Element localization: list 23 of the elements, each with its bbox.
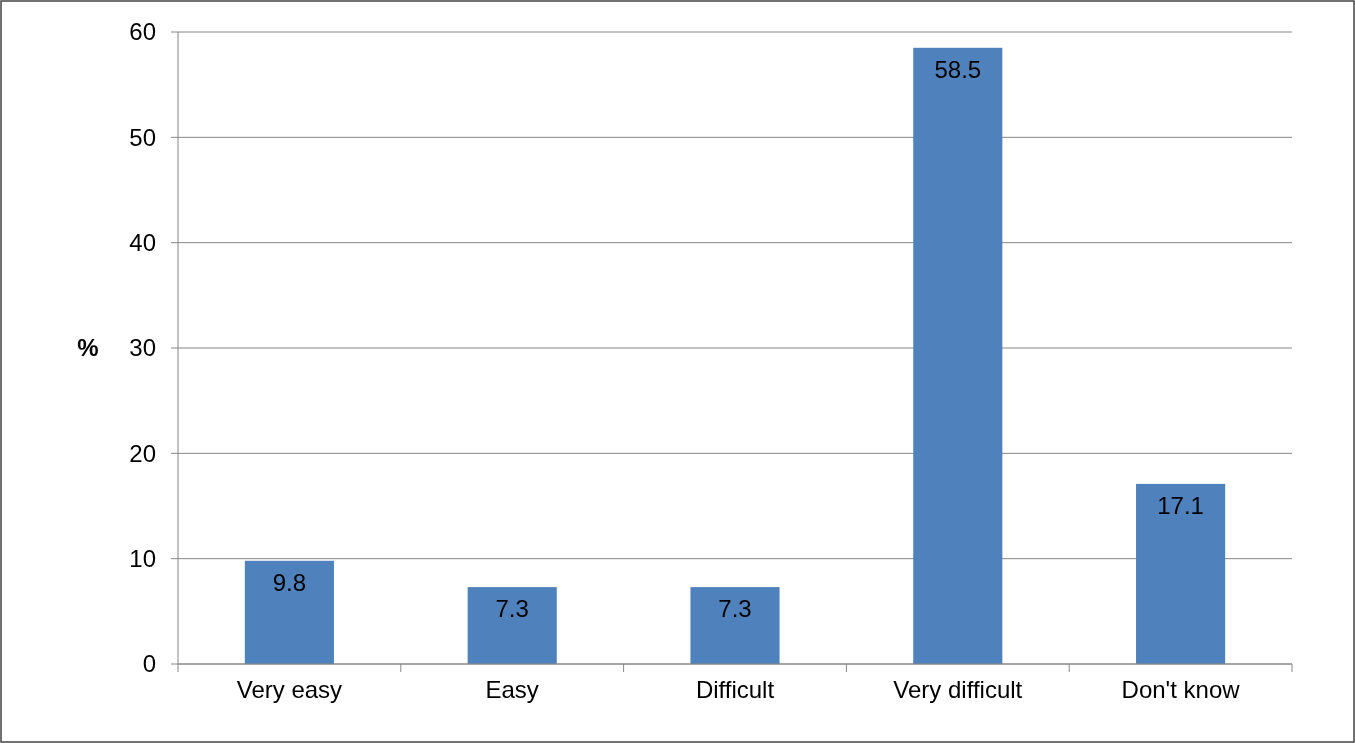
y-tick-label: 20 [129, 439, 156, 467]
bar [244, 560, 334, 664]
x-tick-label: Very easy [236, 676, 343, 703]
data-label: 58.5 [934, 55, 982, 83]
data-label: 17.1 [1157, 491, 1204, 519]
x-tick-label: Easy [485, 676, 539, 703]
data-label: 9.8 [272, 568, 307, 596]
y-tick-label: 10 [129, 545, 156, 573]
y-tick-label: 60 [129, 18, 156, 46]
y-axis-title: % [77, 334, 99, 361]
bar [690, 587, 780, 664]
y-tick-label: 50 [129, 123, 156, 151]
x-tick-label: Very difficult [893, 676, 1023, 703]
bar [467, 587, 557, 664]
y-tick-label: 40 [129, 229, 156, 257]
data-label: 7.3 [718, 595, 752, 623]
bar [913, 47, 1003, 664]
x-tick-label: Don't know [1121, 676, 1241, 703]
x-tick-label: Difficult [695, 676, 775, 703]
y-tick-label: 30 [129, 334, 156, 362]
y-tick-label: 0 [142, 650, 156, 678]
bar [1136, 483, 1226, 664]
data-label: 7.3 [495, 595, 529, 623]
